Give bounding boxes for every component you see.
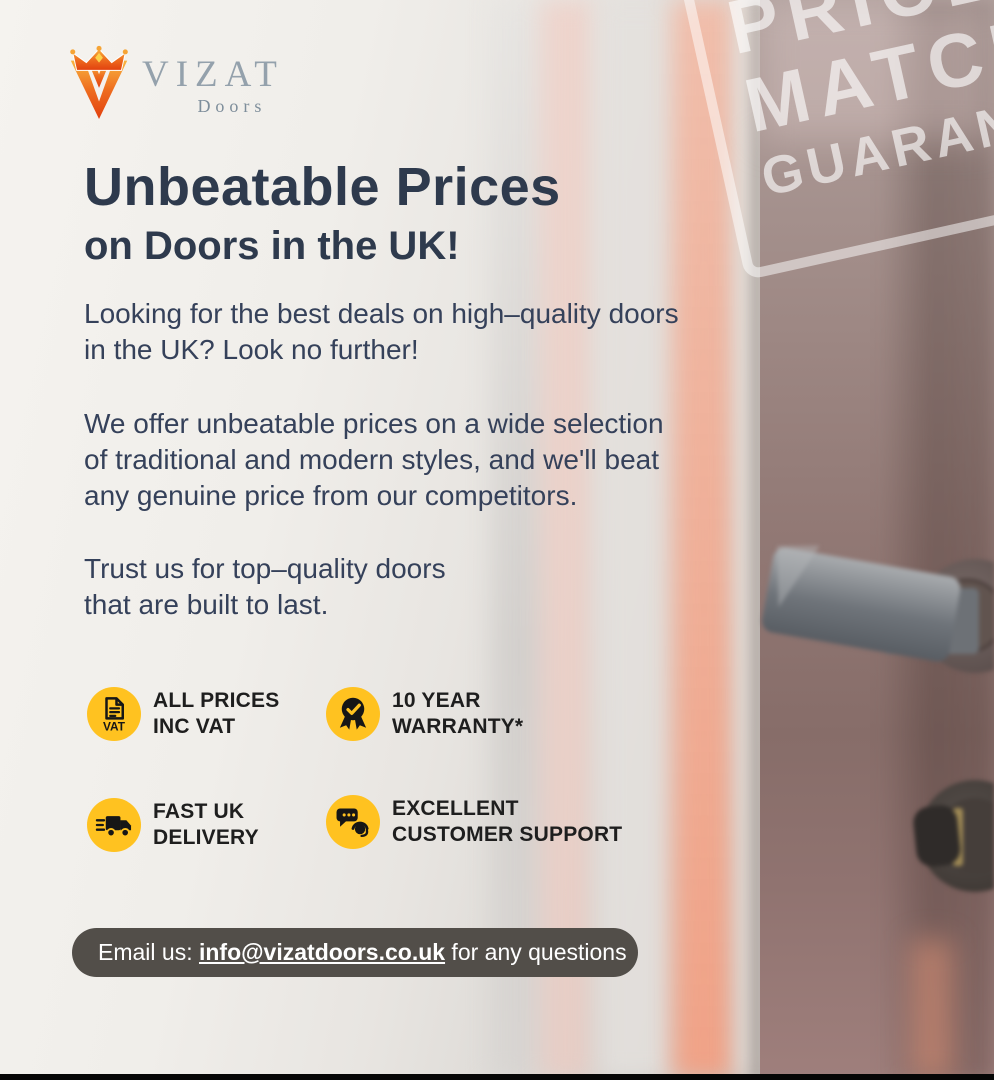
vat-document-icon: VAT bbox=[103, 697, 126, 733]
bottom-black-bar bbox=[0, 1074, 994, 1080]
door-shadow bbox=[880, 0, 994, 1080]
brand-logo: VIZAT Doors bbox=[64, 44, 284, 122]
intro-paragraph: Looking for the best deals on high–quali… bbox=[84, 296, 679, 368]
warranty-medal-icon bbox=[339, 697, 367, 730]
trust-paragraph: Trust us for top–quality doors that are … bbox=[84, 551, 446, 623]
feature-label-line: ALL PRICES bbox=[153, 689, 280, 712]
door-highlight bbox=[760, 0, 994, 140]
feature-label-line: EXCELLENT bbox=[392, 797, 519, 820]
photo-band bbox=[598, 0, 676, 1080]
paragraph-line: Trust us for top–quality doors bbox=[84, 553, 446, 584]
brand-name: VIZAT bbox=[142, 54, 284, 95]
paragraph-line: Looking for the best deals on high–quali… bbox=[84, 298, 679, 329]
paragraph-line: that are built to last. bbox=[84, 589, 329, 620]
feature-warranty: 10 YEAR WARRANTY* bbox=[326, 687, 523, 741]
feature-vat: VAT ALL PRICES INC VAT bbox=[87, 687, 279, 741]
contact-prefix: Email us: bbox=[98, 939, 199, 965]
photo-band bbox=[540, 0, 594, 1080]
feature-label-line: DELIVERY bbox=[153, 826, 259, 849]
feature-label-line: FAST UK bbox=[153, 800, 245, 823]
vat-icon-text: VAT bbox=[103, 719, 126, 733]
brand-subtitle: Doors bbox=[197, 96, 267, 116]
door-panel bbox=[760, 0, 994, 1080]
support-badge bbox=[326, 795, 380, 849]
feature-label-line: INC VAT bbox=[153, 715, 236, 738]
page-title: Unbeatable Prices bbox=[84, 157, 561, 217]
paragraph-line: in the UK? Look no further! bbox=[84, 334, 419, 365]
delivery-badge bbox=[87, 798, 141, 852]
feature-delivery: FAST UK DELIVERY bbox=[87, 798, 259, 852]
door-handle-icon bbox=[762, 545, 994, 892]
photo-band bbox=[492, 0, 546, 1080]
contact-bar: Email us: info@vizatdoors.co.uk for any … bbox=[72, 928, 638, 977]
warranty-badge bbox=[326, 687, 380, 741]
email-link[interactable]: info@vizatdoors.co.uk bbox=[198, 939, 446, 965]
customer-support-icon bbox=[336, 808, 369, 838]
feature-label-line: WARRANTY* bbox=[392, 715, 524, 738]
door-reflection bbox=[912, 940, 952, 1080]
page-subtitle: on Doors in the UK! bbox=[84, 224, 460, 268]
paragraph-line: any genuine price from our competitors. bbox=[84, 480, 578, 511]
paragraph-line: of traditional and modern styles, and we… bbox=[84, 444, 660, 475]
offer-paragraph: We offer unbeatable prices on a wide sel… bbox=[84, 406, 664, 514]
photo-band bbox=[738, 0, 764, 1080]
vat-badge: VAT bbox=[87, 687, 141, 741]
feature-label-line: CUSTOMER SUPPORT bbox=[392, 823, 623, 846]
handle-lever bbox=[762, 547, 961, 662]
lock-thumbturn bbox=[913, 805, 961, 867]
contact-suffix: for any questions bbox=[445, 939, 627, 965]
delivery-truck-icon bbox=[95, 816, 132, 838]
feature-label-line: 10 YEAR bbox=[392, 689, 481, 712]
feature-support: EXCELLENT CUSTOMER SUPPORT bbox=[326, 795, 622, 849]
vizat-v-crown-icon bbox=[70, 45, 128, 119]
photo-pink-band bbox=[672, 0, 736, 1080]
paragraph-line: We offer unbeatable prices on a wide sel… bbox=[84, 408, 664, 439]
